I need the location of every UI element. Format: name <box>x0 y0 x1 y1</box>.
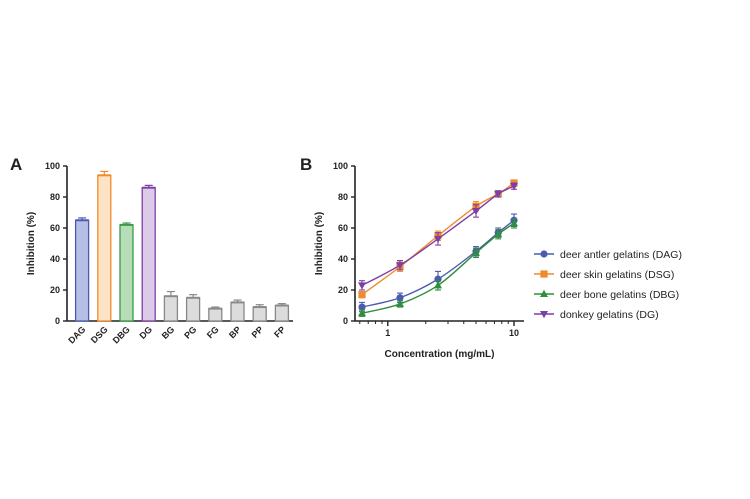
panel-b-x-axis-title: Concentration (mg/mL) <box>385 349 495 360</box>
panel-b-data-point <box>358 309 367 317</box>
legend-swatch-marker <box>540 289 548 297</box>
panel-a-category-label: PG <box>182 324 198 340</box>
panel-b-data-point <box>434 235 443 244</box>
panel-a-y-axis-title: Inhibition (%) <box>26 212 37 275</box>
panel-b-y-tick-label: 0 <box>343 316 348 326</box>
panel-b-y-tick-label: 100 <box>333 161 348 171</box>
panel-b-data-point <box>494 190 503 199</box>
legend-entry-label: deer skin gelatins (DSG) <box>560 269 674 281</box>
panel-a-y-tick-label: 60 <box>50 223 60 233</box>
legend-entry-label: deer antler gelatins (DAG) <box>560 249 682 261</box>
panel-b-data-point <box>472 207 481 216</box>
panel-b-legend: deer antler gelatins (DAG) deer skin gela… <box>534 249 682 321</box>
panel-b-data-point <box>510 183 519 191</box>
panel-a-category-label: FG <box>205 324 221 340</box>
panel-b-series <box>359 213 518 313</box>
panel-b-y-tick-label: 80 <box>338 192 348 202</box>
panel-a-bar <box>230 301 245 322</box>
panel-b-data-point <box>396 299 405 307</box>
panel-a-y-tick-label: 0 <box>55 316 60 326</box>
panel-a-y-tick-label: 20 <box>50 285 60 295</box>
legend-swatch-marker <box>540 270 548 278</box>
panel-a-category-label: PP <box>250 324 266 340</box>
panel-a-y-tick-label: 80 <box>50 192 60 202</box>
panel-b-data-point <box>358 291 366 299</box>
panel-b-data-point <box>358 303 366 311</box>
panel-b-x-tick-label: 1 <box>385 328 390 338</box>
legend-swatch-marker <box>540 250 548 258</box>
panel-a-category-label: DBG <box>111 324 132 345</box>
panel-b-dose-response-chart: B 0 20 40 60 80 100 1 10 Concentration (mg/mL) Inh… <box>300 155 682 360</box>
panel-a-category-label: BP <box>227 324 243 340</box>
panel-a-bar-chart: A 0 20 40 60 80 100 Inhibition (%) DAG DSG DBG DG BG… <box>10 155 293 346</box>
panel-a-bar <box>141 187 156 322</box>
panel-b-letter: B <box>300 155 312 174</box>
panel-a-category-label: DG <box>137 324 154 341</box>
panel-b-y-axis-title: Inhibition (%) <box>314 212 325 275</box>
legend-swatch-marker <box>540 311 548 319</box>
panel-b-data-point <box>494 230 503 238</box>
legend-entry-label: donkey gelatins (DG) <box>560 309 659 321</box>
panel-a-category-label: BG <box>160 324 177 341</box>
panel-a-bar <box>97 174 112 322</box>
panel-b-y-tick-label: 60 <box>338 223 348 233</box>
panel-a-bar <box>208 307 223 322</box>
panel-a-bar <box>185 297 201 322</box>
panel-a-bar <box>274 304 290 322</box>
panel-a-bar <box>252 306 267 322</box>
panel-a-bar <box>74 219 90 322</box>
panel-b-data-point <box>472 248 481 256</box>
panel-b-data-point <box>396 262 405 270</box>
panel-b-y-tick-label: 40 <box>338 254 348 264</box>
panel-b-data-point <box>358 282 367 290</box>
panel-b-data-point <box>510 219 519 227</box>
panel-b-x-tick-label: 10 <box>509 328 519 338</box>
panel-a-bar <box>119 224 134 322</box>
panel-a-category-label: DSG <box>89 324 110 345</box>
panel-b-data-point <box>396 294 404 302</box>
panel-a-y-tick-label: 40 <box>50 254 60 264</box>
panel-a-letter: A <box>10 155 22 174</box>
panel-a-category-label: DAG <box>66 324 87 345</box>
panel-a-y-tick-label: 100 <box>45 161 60 171</box>
panel-a-category-label: FP <box>272 324 287 339</box>
panel-a-bar <box>163 295 179 322</box>
panel-b-data-point <box>434 281 443 289</box>
legend-entry-label: deer bone gelatins (DBG) <box>560 289 679 301</box>
panel-b-y-tick-label: 20 <box>338 285 348 295</box>
